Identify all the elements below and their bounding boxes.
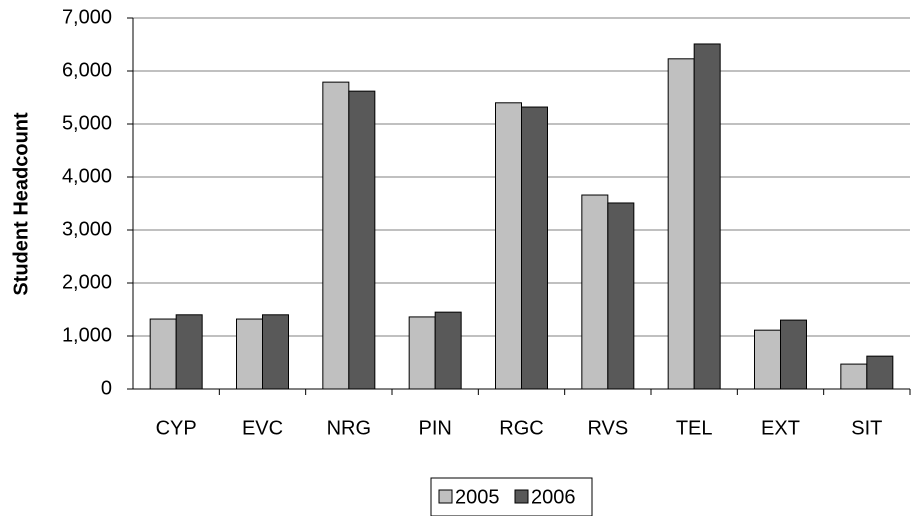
y-tick-label: 2,000 [62, 271, 112, 293]
x-tick-label: EVC [242, 417, 283, 439]
x-tick-label: SIT [851, 417, 882, 439]
bar [840, 363, 868, 390]
legend-box [430, 477, 593, 517]
x-tick-label: RGC [499, 417, 543, 439]
bar [408, 316, 436, 390]
y-axis-label: Student Headcount [10, 112, 32, 296]
bar [149, 318, 177, 390]
x-tick-label: NRG [327, 417, 371, 439]
x-tick-label: RVS [587, 417, 628, 439]
bar [866, 355, 894, 390]
bar [780, 319, 807, 390]
y-tick-label: 7,000 [62, 6, 112, 28]
y-tick-label: 0 [101, 377, 112, 399]
y-tick-label: 3,000 [62, 218, 112, 240]
bar [262, 314, 289, 390]
bar [667, 58, 695, 390]
legend-label: 2005 [455, 486, 500, 508]
bar [754, 329, 781, 390]
bar [434, 311, 462, 390]
bar [607, 202, 635, 390]
x-tick-label: EXT [761, 417, 800, 439]
legend-swatch [514, 489, 529, 504]
x-tick-label: CYP [156, 417, 197, 439]
y-tick-label: 5,000 [62, 112, 112, 134]
bar [693, 43, 721, 390]
bar [581, 194, 609, 390]
bar [236, 318, 263, 390]
bar [495, 102, 522, 390]
y-tick-label: 1,000 [62, 324, 112, 346]
x-tick-label: PIN [418, 417, 451, 439]
bar [322, 81, 350, 390]
x-tick-label: TEL [676, 417, 713, 439]
y-tick-label: 4,000 [62, 165, 112, 187]
bar [175, 314, 203, 390]
bar [348, 90, 376, 390]
bar [521, 106, 548, 390]
y-tick-label: 6,000 [62, 59, 112, 81]
legend-label: 2006 [531, 486, 576, 508]
legend-swatch [438, 489, 453, 504]
